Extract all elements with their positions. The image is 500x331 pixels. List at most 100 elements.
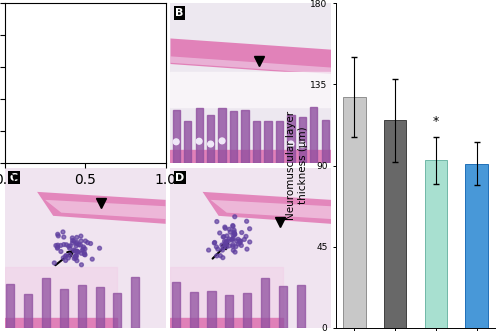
Circle shape (56, 232, 59, 236)
Circle shape (83, 247, 87, 251)
Text: D: D (176, 173, 184, 183)
Circle shape (231, 224, 234, 227)
Bar (145, 115, 152, 163)
Circle shape (230, 237, 234, 241)
Circle shape (86, 241, 89, 245)
Circle shape (80, 263, 84, 267)
Circle shape (82, 251, 86, 255)
Circle shape (240, 244, 244, 247)
Bar (310, 108, 318, 163)
Bar (42, 114, 49, 163)
Circle shape (219, 138, 225, 144)
Circle shape (54, 141, 60, 147)
Circle shape (70, 236, 74, 240)
Circle shape (216, 247, 220, 251)
Circle shape (196, 138, 202, 144)
Circle shape (76, 142, 82, 148)
Circle shape (62, 243, 66, 247)
Circle shape (72, 257, 76, 260)
Circle shape (80, 252, 84, 255)
Circle shape (231, 233, 235, 237)
Circle shape (64, 254, 68, 258)
Text: A: A (10, 8, 18, 18)
Bar (279, 286, 287, 328)
Bar (78, 285, 86, 328)
Circle shape (56, 246, 60, 250)
Bar (243, 293, 251, 328)
Circle shape (82, 245, 86, 249)
Bar (64, 115, 71, 163)
Bar (172, 110, 180, 163)
Circle shape (56, 243, 59, 247)
Bar (384, 120, 406, 328)
Circle shape (78, 243, 82, 247)
Bar (264, 120, 272, 163)
Circle shape (220, 248, 224, 252)
Circle shape (100, 141, 105, 147)
Bar (5, 267, 117, 328)
Polygon shape (170, 56, 331, 74)
Circle shape (59, 244, 62, 247)
Circle shape (226, 239, 230, 243)
Circle shape (233, 232, 236, 236)
Circle shape (64, 254, 68, 258)
Bar (218, 108, 226, 163)
Circle shape (79, 234, 83, 238)
Circle shape (56, 234, 60, 238)
Bar (7, 117, 14, 163)
Circle shape (234, 245, 238, 249)
Circle shape (72, 239, 76, 243)
Circle shape (68, 253, 71, 257)
Circle shape (245, 247, 249, 251)
Circle shape (234, 239, 238, 243)
Bar (134, 114, 140, 163)
Circle shape (70, 241, 74, 245)
Circle shape (300, 142, 306, 148)
Circle shape (82, 253, 86, 257)
Bar (30, 121, 38, 163)
Circle shape (70, 239, 74, 242)
Polygon shape (5, 38, 166, 75)
Bar (18, 108, 26, 163)
Bar (261, 278, 269, 328)
Bar (53, 115, 60, 163)
Circle shape (238, 239, 242, 243)
Circle shape (208, 141, 214, 147)
Circle shape (223, 225, 227, 229)
Bar (288, 115, 294, 163)
Circle shape (231, 243, 235, 247)
Circle shape (74, 249, 78, 253)
Circle shape (222, 235, 226, 239)
Circle shape (213, 241, 216, 244)
Circle shape (66, 244, 70, 248)
Bar (172, 282, 180, 328)
Polygon shape (170, 38, 331, 75)
Circle shape (220, 243, 224, 247)
Circle shape (228, 227, 231, 231)
Circle shape (80, 248, 84, 252)
Circle shape (242, 238, 246, 241)
Bar (96, 287, 104, 328)
Circle shape (232, 228, 236, 232)
Circle shape (244, 219, 248, 223)
Y-axis label: Neuromuscular layer
thickness (μm): Neuromuscular layer thickness (μm) (286, 111, 308, 220)
Circle shape (215, 254, 218, 258)
Circle shape (66, 256, 70, 260)
Circle shape (62, 256, 65, 260)
Circle shape (61, 230, 65, 234)
Circle shape (122, 138, 128, 144)
Circle shape (227, 237, 231, 241)
Circle shape (76, 250, 80, 254)
Circle shape (74, 256, 78, 260)
Bar (24, 294, 32, 328)
Circle shape (75, 235, 78, 239)
Text: B: B (176, 8, 184, 18)
Circle shape (238, 241, 242, 245)
Circle shape (224, 240, 228, 243)
Circle shape (56, 245, 60, 249)
Circle shape (224, 245, 228, 249)
Circle shape (218, 254, 222, 258)
Text: C: C (10, 173, 18, 183)
Text: *: * (432, 115, 439, 128)
Polygon shape (5, 56, 166, 74)
